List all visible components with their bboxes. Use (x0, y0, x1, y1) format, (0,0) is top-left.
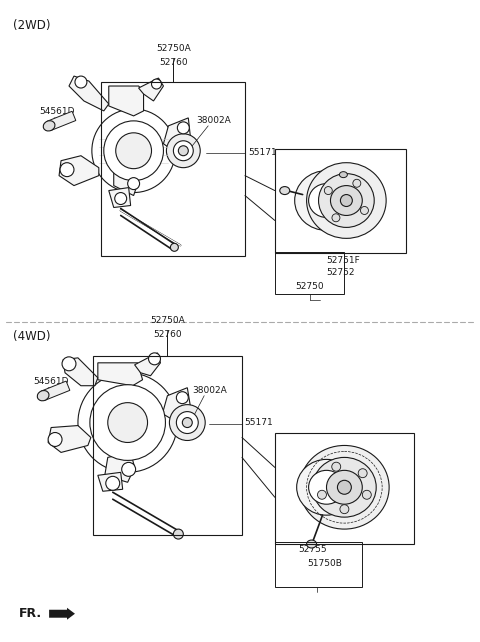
Circle shape (358, 469, 367, 478)
Circle shape (128, 178, 140, 189)
Polygon shape (105, 453, 134, 482)
Circle shape (60, 162, 74, 177)
Ellipse shape (307, 540, 316, 548)
Circle shape (75, 76, 87, 88)
Ellipse shape (169, 404, 205, 440)
Polygon shape (114, 166, 139, 196)
Text: 52750: 52750 (295, 282, 324, 291)
Ellipse shape (176, 412, 198, 433)
Text: 38002A: 38002A (196, 116, 231, 125)
Ellipse shape (337, 480, 351, 494)
Text: (4WD): (4WD) (13, 330, 51, 343)
Ellipse shape (173, 141, 193, 160)
Polygon shape (48, 426, 91, 453)
Text: 54561D: 54561D (33, 377, 69, 386)
Ellipse shape (116, 133, 152, 169)
Circle shape (106, 476, 120, 490)
Text: 38002A: 38002A (192, 386, 227, 395)
Circle shape (332, 462, 341, 471)
Polygon shape (63, 358, 98, 386)
Text: 52751F: 52751F (326, 256, 360, 265)
Circle shape (62, 357, 76, 371)
Ellipse shape (307, 162, 386, 238)
Polygon shape (109, 187, 131, 207)
Circle shape (122, 462, 136, 476)
Ellipse shape (340, 195, 352, 207)
Text: 52760: 52760 (159, 58, 188, 67)
Circle shape (176, 392, 188, 404)
Bar (275, 542, 362, 587)
Ellipse shape (43, 121, 55, 131)
Polygon shape (134, 353, 160, 376)
Bar (275, 252, 344, 294)
Text: (2WD): (2WD) (13, 19, 51, 32)
Text: 52755: 52755 (298, 545, 327, 554)
Text: FR.: FR. (19, 607, 42, 620)
Circle shape (115, 193, 127, 205)
Text: 55171: 55171 (248, 148, 276, 157)
Ellipse shape (280, 187, 290, 195)
Bar (275, 433, 414, 544)
Text: 51750B: 51750B (307, 559, 342, 568)
Polygon shape (69, 76, 109, 111)
Ellipse shape (167, 134, 200, 168)
Ellipse shape (179, 146, 188, 156)
Polygon shape (98, 473, 123, 491)
Circle shape (332, 214, 340, 221)
Ellipse shape (319, 173, 374, 227)
FancyArrow shape (49, 608, 75, 620)
Circle shape (178, 122, 189, 134)
Ellipse shape (326, 471, 362, 504)
Ellipse shape (182, 417, 192, 428)
Polygon shape (47, 111, 76, 130)
Circle shape (48, 433, 62, 446)
Ellipse shape (309, 184, 344, 218)
Text: 55171: 55171 (244, 417, 273, 426)
Polygon shape (139, 78, 164, 101)
Ellipse shape (297, 460, 356, 515)
Circle shape (362, 490, 372, 499)
Polygon shape (164, 118, 190, 151)
Ellipse shape (312, 457, 376, 517)
Polygon shape (109, 86, 144, 116)
Ellipse shape (173, 529, 183, 539)
Text: 54561D: 54561D (39, 107, 75, 116)
Bar (93, 356, 242, 535)
Text: 52752: 52752 (326, 268, 355, 277)
Ellipse shape (92, 109, 175, 193)
Circle shape (353, 179, 361, 187)
Ellipse shape (339, 171, 348, 178)
Ellipse shape (295, 171, 358, 230)
Text: 52760: 52760 (153, 330, 182, 339)
Ellipse shape (170, 243, 179, 251)
Bar (101, 82, 245, 256)
Ellipse shape (330, 186, 362, 216)
Circle shape (152, 79, 161, 89)
Polygon shape (59, 156, 99, 186)
Circle shape (324, 187, 332, 195)
Text: 52750A: 52750A (156, 44, 191, 53)
Ellipse shape (309, 471, 344, 504)
Ellipse shape (37, 390, 49, 401)
Circle shape (360, 207, 369, 214)
Ellipse shape (300, 446, 389, 529)
Polygon shape (98, 363, 143, 386)
Circle shape (340, 505, 349, 514)
Ellipse shape (90, 385, 166, 460)
Text: 52750A: 52750A (150, 316, 185, 325)
Polygon shape (162, 388, 190, 420)
Ellipse shape (108, 403, 147, 442)
Ellipse shape (78, 373, 178, 473)
Bar (275, 149, 406, 254)
Polygon shape (41, 381, 70, 401)
Circle shape (317, 490, 326, 499)
Circle shape (148, 353, 160, 365)
Ellipse shape (104, 121, 164, 180)
